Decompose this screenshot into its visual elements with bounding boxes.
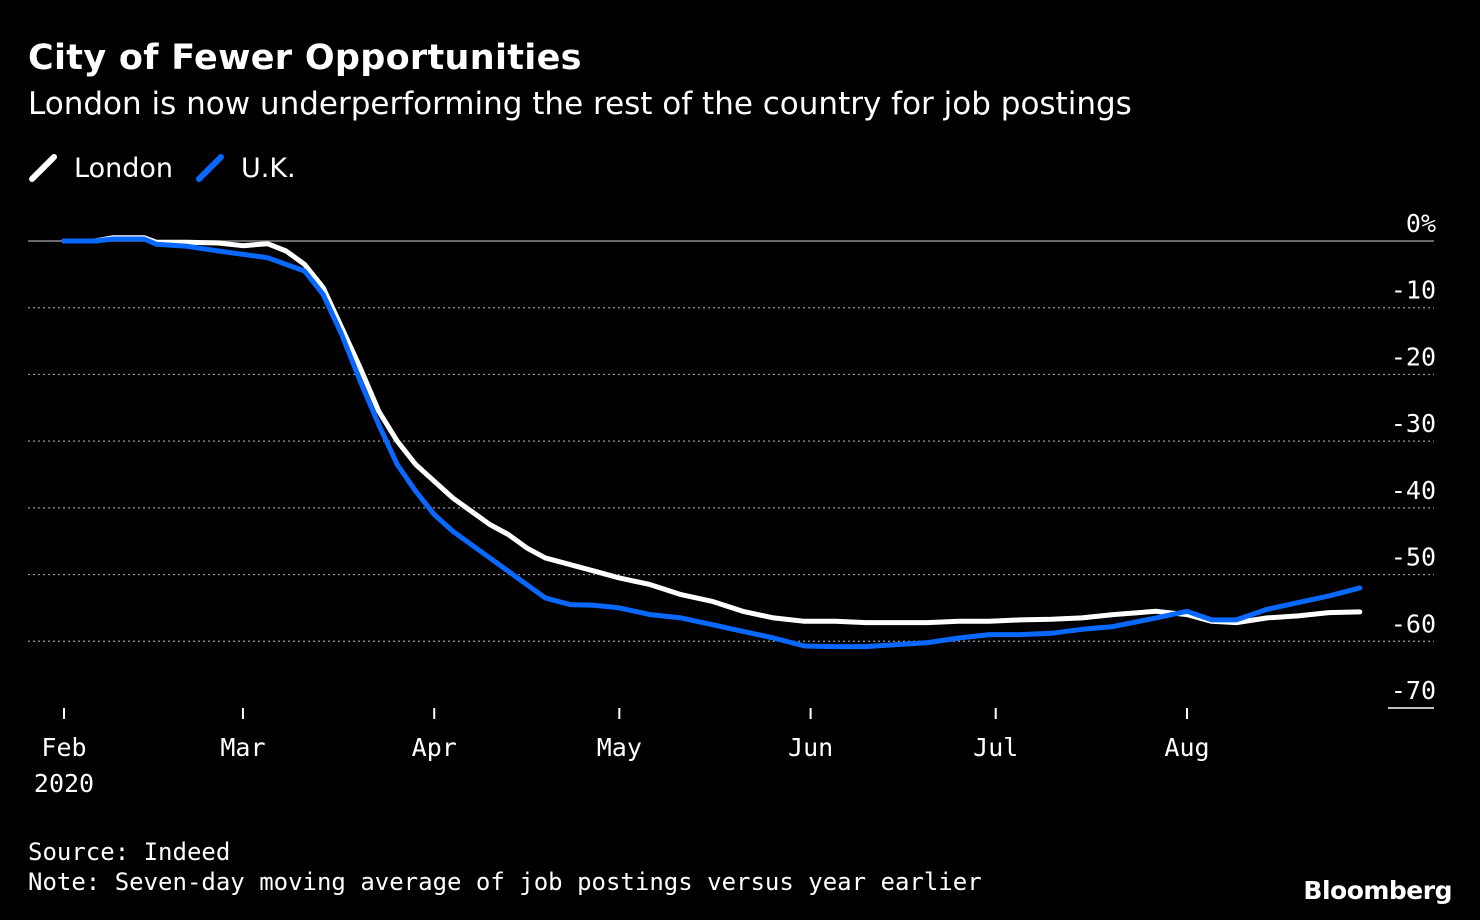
methodology-note: Note: Seven-day moving average of job po… (28, 868, 982, 896)
y-tick-label: -20 (1391, 342, 1436, 371)
x-tick-sublabel: 2020 (34, 769, 94, 798)
y-tick-label: -40 (1391, 476, 1436, 505)
series-layer (61, 235, 1363, 650)
y-tick-label: -70 (1391, 676, 1436, 705)
legend-swatch-london (29, 154, 57, 182)
legend-label-uk: U.K. (240, 152, 296, 184)
source-note: Source: Indeed (28, 838, 231, 866)
x-tick-label: Jul (973, 733, 1018, 762)
x-tick-label: Mar (220, 733, 265, 762)
x-axis: Feb 2020 Mar Apr May Jun Jul Aug (34, 708, 1210, 798)
x-tick-label: Feb (41, 733, 86, 762)
x-tick-label: Aug (1164, 733, 1209, 762)
x-tick-label: May (597, 733, 642, 762)
y-tick-label: -60 (1391, 609, 1436, 638)
chart-legend: London U.K. (28, 150, 318, 186)
chart-subtitle: London is now underperforming the rest o… (28, 86, 1132, 122)
x-tick-label: Jun (788, 733, 833, 762)
series-line-uk (61, 236, 1363, 650)
y-tick-label: -30 (1391, 409, 1436, 438)
legend-label-london: London (74, 152, 173, 184)
legend-item-london: London (28, 153, 173, 184)
grid-layer (28, 240, 1434, 709)
legend-swatch-uk (195, 154, 224, 182)
y-tick-label: -50 (1391, 543, 1436, 572)
y-tick-label: 0% (1406, 209, 1436, 238)
series-line-london (61, 235, 1363, 626)
chart-title: City of Fewer Opportunities (28, 38, 582, 78)
y-axis-labels: 0% -10 -20 -30 -40 -50 -60 -70 (1391, 209, 1436, 705)
y-tick-label: -10 (1391, 276, 1436, 305)
legend-item-uk: U.K. (195, 153, 296, 184)
bloomberg-logo: Bloomberg (1303, 876, 1452, 905)
x-tick-label: Apr (412, 733, 457, 762)
